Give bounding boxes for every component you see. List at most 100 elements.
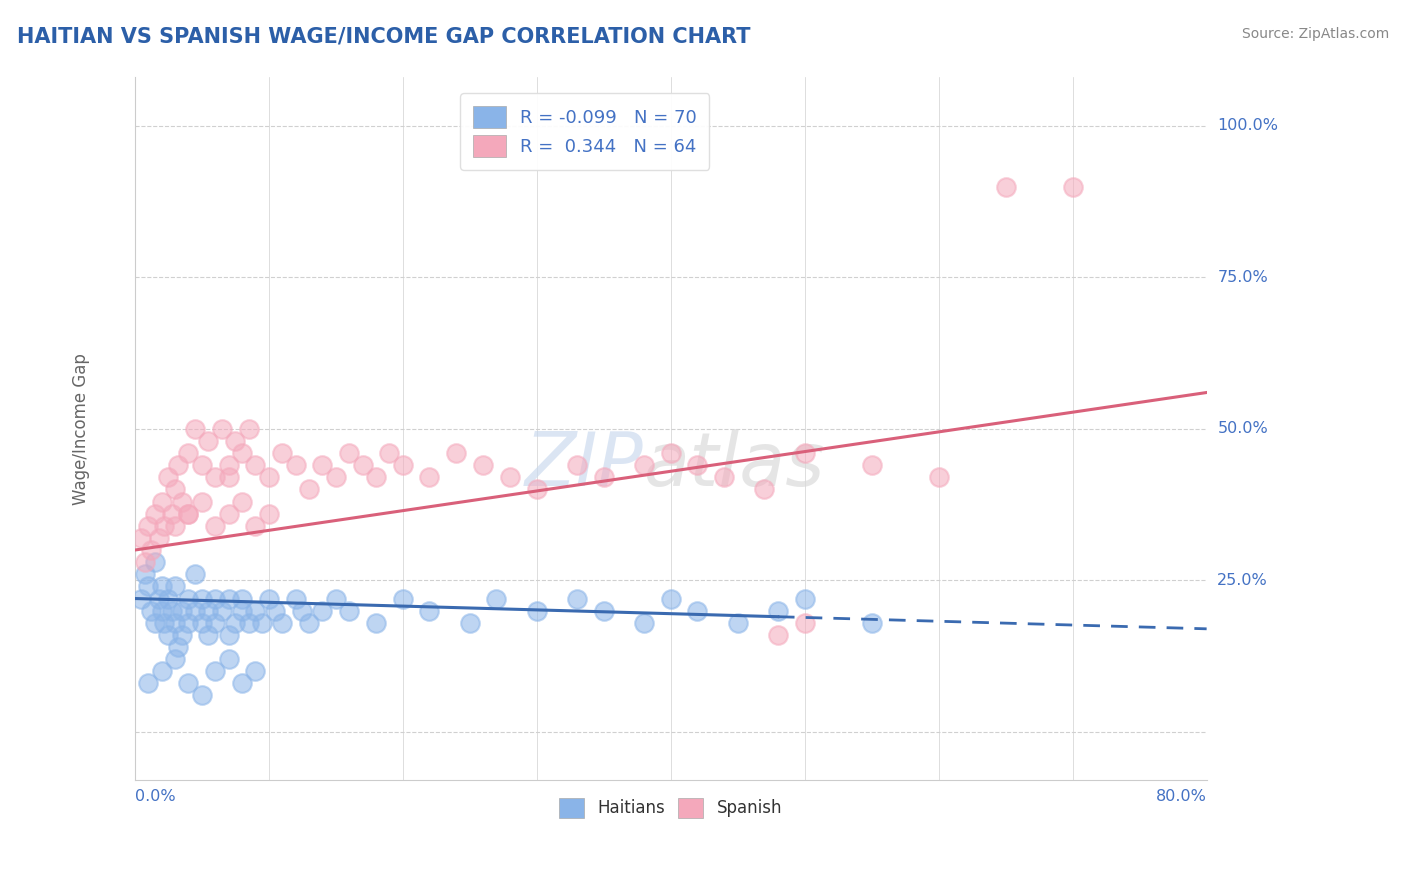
Point <box>364 470 387 484</box>
Point <box>860 458 883 473</box>
Point <box>754 483 776 497</box>
Point <box>565 458 588 473</box>
Point <box>231 676 253 690</box>
Point <box>298 615 321 630</box>
Point <box>136 676 159 690</box>
Point <box>190 689 212 703</box>
Point <box>245 665 267 679</box>
Text: atlas: atlas <box>644 429 825 501</box>
Point <box>162 507 184 521</box>
Point <box>364 615 387 630</box>
Point <box>218 470 240 484</box>
Point <box>143 555 166 569</box>
Point <box>218 628 240 642</box>
Point <box>458 615 481 630</box>
Point <box>1062 179 1084 194</box>
Point <box>139 604 162 618</box>
Point <box>143 507 166 521</box>
Point <box>190 458 212 473</box>
Point <box>245 518 267 533</box>
Point <box>485 591 508 606</box>
Point <box>197 434 219 448</box>
Point <box>184 567 207 582</box>
Point <box>166 640 188 654</box>
Point <box>153 518 176 533</box>
Point <box>526 604 548 618</box>
Point <box>592 604 614 618</box>
Point <box>150 665 173 679</box>
Point <box>218 458 240 473</box>
Point <box>177 615 200 630</box>
Point <box>177 507 200 521</box>
Point <box>211 604 233 618</box>
Point <box>148 531 170 545</box>
Point <box>218 591 240 606</box>
Point <box>231 591 253 606</box>
Point <box>633 615 655 630</box>
Point <box>143 615 166 630</box>
Point <box>204 665 226 679</box>
Point <box>245 604 267 618</box>
Point <box>686 604 709 618</box>
Point <box>418 470 440 484</box>
Point <box>565 591 588 606</box>
Point <box>391 591 413 606</box>
Point <box>860 615 883 630</box>
Point <box>224 434 246 448</box>
Point <box>153 615 176 630</box>
Point <box>131 531 153 545</box>
Point <box>793 591 815 606</box>
Point <box>224 615 246 630</box>
Point <box>284 591 307 606</box>
Text: 80.0%: 80.0% <box>1156 789 1206 805</box>
Text: ZIP: ZIP <box>524 429 644 501</box>
Point <box>446 446 468 460</box>
Point <box>204 615 226 630</box>
Point <box>337 446 360 460</box>
Point <box>257 470 280 484</box>
Point <box>257 507 280 521</box>
Point <box>257 591 280 606</box>
Point <box>238 615 260 630</box>
Point <box>218 652 240 666</box>
Point <box>352 458 374 473</box>
Point <box>231 446 253 460</box>
Point <box>197 604 219 618</box>
Point <box>284 458 307 473</box>
Point <box>793 615 815 630</box>
Text: 100.0%: 100.0% <box>1218 119 1278 134</box>
Point <box>325 470 347 484</box>
Point <box>271 446 294 460</box>
Point <box>150 494 173 508</box>
Point <box>184 422 207 436</box>
Text: Wage/Income Gap: Wage/Income Gap <box>72 353 90 505</box>
Point <box>150 604 173 618</box>
Point <box>177 591 200 606</box>
Point <box>994 179 1017 194</box>
Point <box>418 604 440 618</box>
Point <box>499 470 522 484</box>
Point <box>157 591 180 606</box>
Point <box>337 604 360 618</box>
Point <box>136 579 159 593</box>
Point <box>378 446 401 460</box>
Point <box>391 458 413 473</box>
Point <box>170 604 193 618</box>
Point <box>157 470 180 484</box>
Point <box>134 567 156 582</box>
Point <box>659 446 682 460</box>
Point <box>170 628 193 642</box>
Point <box>231 494 253 508</box>
Point <box>238 422 260 436</box>
Point <box>170 494 193 508</box>
Point <box>245 458 267 473</box>
Point <box>163 483 186 497</box>
Text: 50.0%: 50.0% <box>1218 421 1268 436</box>
Text: 25.0%: 25.0% <box>1218 573 1268 588</box>
Point <box>311 458 333 473</box>
Point <box>291 604 314 618</box>
Point <box>928 470 950 484</box>
Point <box>190 615 212 630</box>
Point <box>633 458 655 473</box>
Text: Source: ZipAtlas.com: Source: ZipAtlas.com <box>1241 27 1389 41</box>
